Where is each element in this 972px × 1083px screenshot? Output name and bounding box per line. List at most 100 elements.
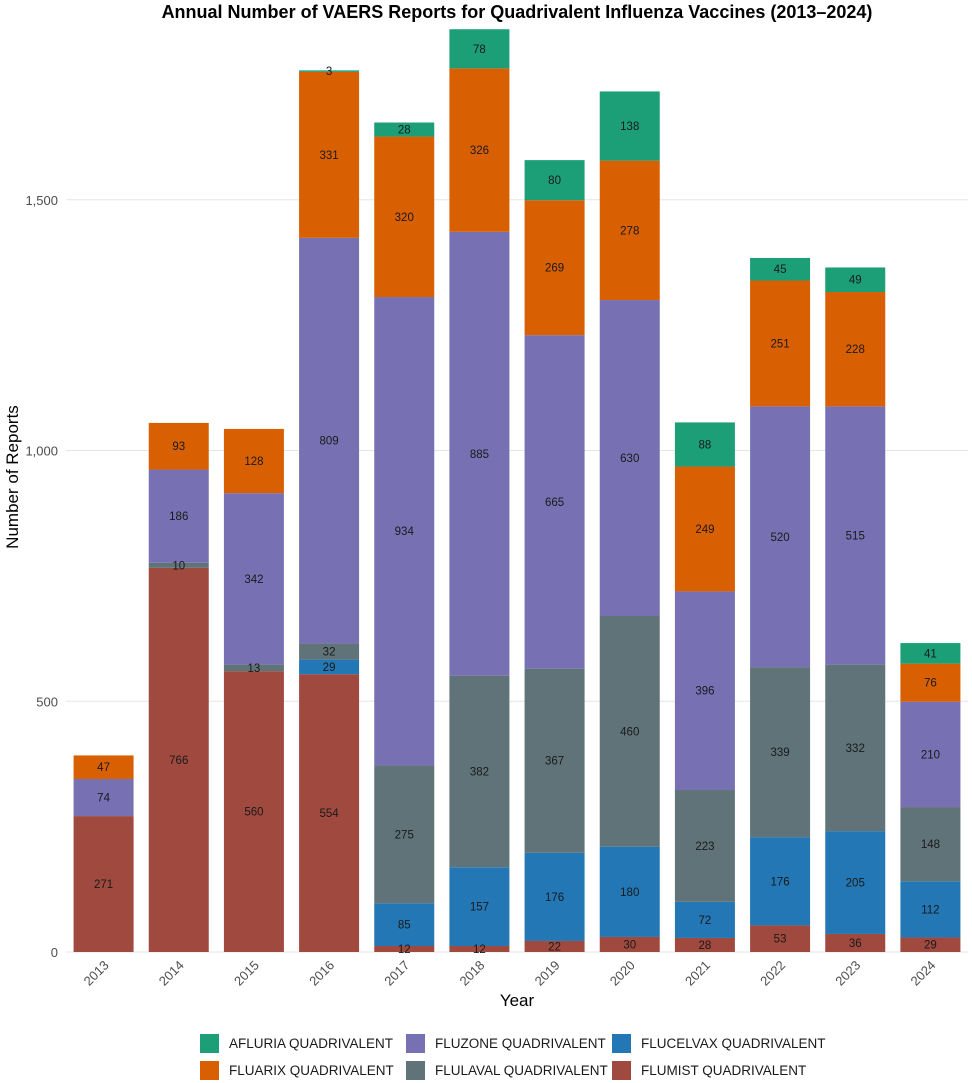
data-label: 809 bbox=[319, 436, 338, 448]
bar-segment bbox=[299, 643, 360, 660]
x-tick-label: 2019 bbox=[532, 958, 563, 989]
data-label: 320 bbox=[395, 212, 414, 224]
data-label: 520 bbox=[770, 532, 789, 544]
gridlines bbox=[66, 199, 968, 953]
bar-segment bbox=[825, 267, 886, 293]
bar-segment bbox=[599, 300, 660, 616]
data-label: 128 bbox=[244, 456, 263, 468]
data-label: 275 bbox=[395, 829, 414, 841]
bar-segment bbox=[524, 668, 585, 853]
data-label: 12 bbox=[473, 944, 486, 956]
data-label: 382 bbox=[470, 766, 489, 778]
legend-swatch bbox=[406, 1033, 425, 1053]
bar-segment bbox=[374, 122, 435, 137]
y-tick-label: 500 bbox=[36, 694, 58, 709]
data-label: 885 bbox=[470, 449, 489, 461]
legend-label: AFLURIA QUADRIVALENT bbox=[229, 1035, 394, 1051]
bar-segment bbox=[374, 765, 435, 904]
data-label: 72 bbox=[699, 915, 712, 927]
bar-segment bbox=[674, 937, 735, 952]
bar-segment bbox=[299, 674, 360, 952]
data-label: 22 bbox=[548, 941, 561, 953]
x-tick-label: 2022 bbox=[757, 958, 788, 989]
x-tick-label: 2013 bbox=[81, 958, 112, 989]
data-label: 76 bbox=[924, 678, 937, 690]
y-tick-label: 1,500 bbox=[25, 193, 58, 208]
segment-labels: 2717447766101869356013342128554293280933… bbox=[94, 44, 940, 956]
data-label: 148 bbox=[921, 839, 940, 851]
data-label: 30 bbox=[623, 939, 636, 951]
data-label: 665 bbox=[545, 497, 564, 509]
legend-swatch bbox=[612, 1033, 631, 1053]
data-label: 367 bbox=[545, 756, 564, 768]
data-label: 460 bbox=[620, 726, 639, 738]
bar-segment bbox=[524, 335, 585, 669]
legend-swatch bbox=[200, 1033, 219, 1053]
bar-segment bbox=[299, 237, 360, 644]
data-label: 269 bbox=[545, 263, 564, 275]
data-label: 271 bbox=[94, 879, 113, 891]
bar-segment bbox=[73, 778, 134, 817]
bar-segment bbox=[599, 615, 660, 847]
y-tick-label: 1,000 bbox=[25, 444, 58, 459]
data-label: 186 bbox=[169, 511, 188, 523]
bar-segment bbox=[900, 701, 961, 808]
data-label: 278 bbox=[620, 225, 639, 237]
data-label: 36 bbox=[849, 938, 862, 950]
data-label: 10 bbox=[172, 560, 185, 572]
bar-segment bbox=[374, 136, 435, 298]
data-label: 49 bbox=[849, 275, 862, 287]
bar-segment bbox=[900, 881, 961, 938]
legend-swatch bbox=[406, 1060, 425, 1080]
bar-segment bbox=[223, 493, 284, 665]
data-label: 3 bbox=[326, 66, 332, 78]
legend-swatch bbox=[200, 1060, 219, 1080]
legend-item: FLUZONE QUADRIVALENT bbox=[406, 1033, 612, 1053]
bar-segment bbox=[449, 231, 510, 676]
bar-segment bbox=[825, 406, 886, 665]
y-tick-label: 0 bbox=[51, 945, 58, 960]
x-tick-label: 2024 bbox=[907, 958, 938, 989]
data-label: 29 bbox=[924, 940, 937, 952]
bar-segment bbox=[223, 664, 284, 672]
legend-item: FLUCELVAX QUADRIVALENT bbox=[612, 1033, 852, 1053]
data-label: 766 bbox=[169, 755, 188, 767]
bar-segment bbox=[674, 466, 735, 592]
data-label: 396 bbox=[695, 686, 714, 698]
x-tick-label: 2021 bbox=[682, 958, 713, 989]
bar-segment bbox=[148, 567, 209, 952]
data-label: 12 bbox=[398, 944, 411, 956]
data-label: 332 bbox=[846, 743, 865, 755]
legend-label: FLUCELVAX QUADRIVALENT bbox=[641, 1035, 826, 1051]
bar-segment bbox=[148, 422, 209, 470]
data-label: 13 bbox=[248, 663, 261, 675]
bar-segment bbox=[299, 659, 360, 675]
bar-segment bbox=[900, 807, 961, 882]
bar-segment bbox=[73, 816, 134, 952]
data-label: 93 bbox=[172, 441, 185, 453]
bar-segment bbox=[223, 671, 284, 952]
bar-segment bbox=[599, 936, 660, 952]
bar-segment bbox=[900, 937, 961, 952]
bar-segment bbox=[674, 422, 735, 467]
legend-item: FLUMIST QUADRIVALENT bbox=[612, 1060, 852, 1080]
bar-segment bbox=[750, 406, 811, 668]
data-label: 78 bbox=[473, 44, 486, 56]
x-tick-label: 2016 bbox=[306, 958, 337, 989]
data-label: 29 bbox=[323, 662, 336, 674]
data-label: 45 bbox=[774, 264, 787, 276]
data-label: 28 bbox=[398, 125, 411, 137]
x-tick-label: 2018 bbox=[456, 958, 487, 989]
data-label: 554 bbox=[319, 808, 339, 820]
data-label: 47 bbox=[97, 762, 110, 774]
bar-segment bbox=[299, 71, 360, 238]
legend-item: AFLURIA QUADRIVALENT bbox=[200, 1033, 406, 1053]
data-label: 560 bbox=[244, 807, 263, 819]
bar-segment bbox=[674, 790, 735, 902]
data-label: 85 bbox=[398, 920, 411, 932]
legend-label: FLUMIST QUADRIVALENT bbox=[641, 1062, 807, 1078]
x-tick-label: 2023 bbox=[832, 958, 863, 989]
legend-item: FLULAVAL QUADRIVALENT bbox=[406, 1060, 612, 1080]
data-label: 223 bbox=[695, 841, 714, 853]
data-label: 205 bbox=[846, 878, 865, 890]
